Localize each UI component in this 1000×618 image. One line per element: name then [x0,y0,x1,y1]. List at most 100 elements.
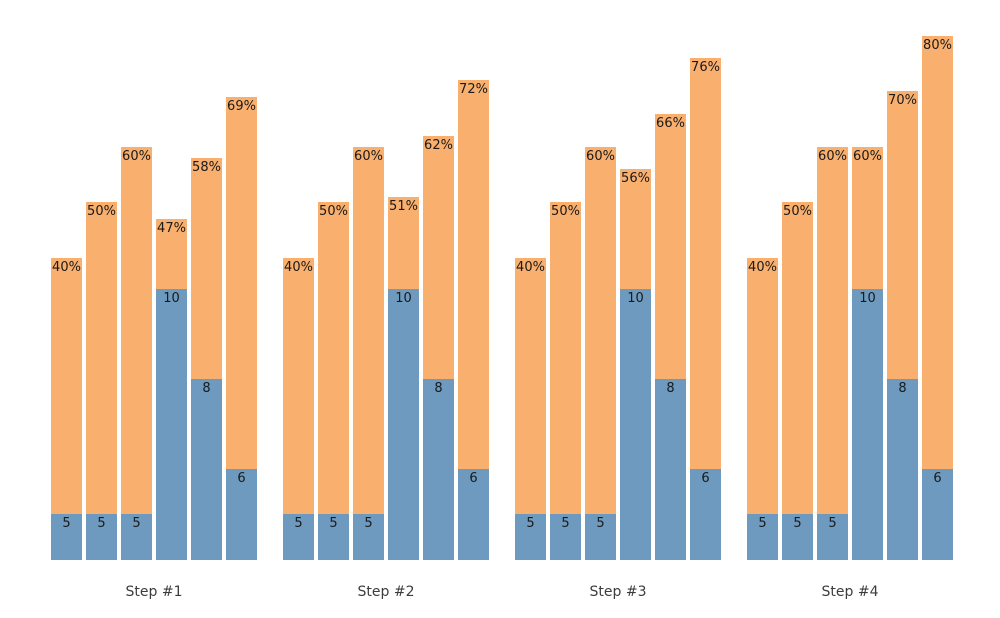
step-label: Step #3 [589,584,647,600]
bar-bottom-segment: 6 [690,469,721,560]
stacked-bar: 69% 6 [226,97,257,560]
bar-bottom-segment: 8 [423,379,454,560]
bar-bottom-segment: 6 [226,469,257,560]
bar-bottom-segment: 5 [318,514,349,560]
bar-bottom-segment: 10 [156,289,187,560]
bar-value-label: 5 [132,516,141,531]
bar-bottom-segment: 6 [922,469,953,560]
stacked-bar: 40% 5 [51,258,82,560]
bar-percent-label: 60% [853,149,882,164]
bar-percent-label: 70% [888,93,917,108]
bar-value-label: 5 [828,516,837,531]
stacked-bar: 56% 10 [620,169,651,560]
bar-percent-label: 50% [319,204,348,219]
bar-bottom-segment: 8 [191,379,222,560]
stacked-bar: 58% 8 [191,158,222,560]
stacked-bar: 72% 6 [458,80,489,560]
bar-percent-label: 66% [656,116,685,131]
bar-value-label: 6 [701,471,710,486]
stacked-bar: 66% 8 [655,114,686,560]
stacked-bar: 51% 10 [388,197,419,560]
bar-percent-label: 62% [424,138,453,153]
bar-value-label: 5 [793,516,802,531]
bar-percent-label: 60% [818,149,847,164]
bar-bottom-segment: 5 [585,514,616,560]
bar-bottom-segment: 5 [747,514,778,560]
bar-percent-label: 76% [691,60,720,75]
bar-bottom-segment: 10 [620,289,651,560]
bar-bottom-segment: 5 [817,514,848,560]
stacked-bar: 60% 5 [353,147,384,560]
stacked-bar: 40% 5 [283,258,314,560]
stacked-bar: 50% 5 [318,202,349,560]
bar-percent-label: 47% [157,221,186,236]
bar-percent-label: 60% [586,149,615,164]
bar-bottom-segment: 6 [458,469,489,560]
bar-value-label: 5 [97,516,106,531]
stacked-bar: 62% 8 [423,136,454,560]
bar-value-label: 5 [526,516,535,531]
bar-value-label: 8 [666,381,675,396]
bar-percent-label: 50% [551,204,580,219]
bar-value-label: 5 [62,516,71,531]
stacked-bar: 80% 6 [922,36,953,560]
bar-value-label: 5 [561,516,570,531]
bar-value-label: 6 [237,471,246,486]
bar-percent-label: 40% [284,260,313,275]
bar-percent-label: 40% [516,260,545,275]
bar-value-label: 5 [294,516,303,531]
bar-bottom-segment: 5 [86,514,117,560]
bar-percent-label: 58% [192,160,221,175]
bar-bottom-segment: 5 [51,514,82,560]
bar-value-label: 5 [364,516,373,531]
bar-percent-label: 51% [389,199,418,214]
bar-bottom-segment: 10 [388,289,419,560]
bar-percent-label: 69% [227,99,256,114]
bar-percent-label: 50% [87,204,116,219]
step-label: Step #2 [357,584,415,600]
stacked-bar: 60% 5 [121,147,152,560]
bar-bottom-segment: 5 [353,514,384,560]
stacked-bar: 50% 5 [550,202,581,560]
bar-value-label: 6 [933,471,942,486]
bar-bottom-segment: 10 [852,289,883,560]
step-label: Step #4 [821,584,879,600]
bar-percent-label: 60% [122,149,151,164]
bar-bottom-segment: 5 [121,514,152,560]
bar-bottom-segment: 5 [782,514,813,560]
bar-bottom-segment: 5 [515,514,546,560]
stacked-bar: 76% 6 [690,58,721,560]
bar-value-label: 5 [329,516,338,531]
bar-percent-label: 50% [783,204,812,219]
bar-value-label: 8 [898,381,907,396]
bar-value-label: 10 [163,291,180,306]
stacked-bar: 40% 5 [515,258,546,560]
bar-percent-label: 72% [459,82,488,97]
stacked-bar: 60% 5 [585,147,616,560]
bar-bottom-segment: 8 [887,379,918,560]
stacked-bar: 47% 10 [156,219,187,560]
bar-percent-label: 56% [621,171,650,186]
bar-percent-label: 80% [923,38,952,53]
bar-value-label: 10 [627,291,644,306]
bar-value-label: 8 [434,381,443,396]
bar-value-label: 5 [596,516,605,531]
stacked-bar: 50% 5 [86,202,117,560]
stacked-bar: 50% 5 [782,202,813,560]
bar-value-label: 6 [469,471,478,486]
stacked-bar: 60% 10 [852,147,883,560]
bar-value-label: 10 [395,291,412,306]
bar-value-label: 5 [758,516,767,531]
bar-percent-label: 40% [52,260,81,275]
stacked-bar: 70% 8 [887,91,918,560]
bar-bottom-segment: 8 [655,379,686,560]
bar-value-label: 10 [859,291,876,306]
bar-bottom-segment: 5 [550,514,581,560]
bar-bottom-segment: 5 [283,514,314,560]
bar-value-label: 8 [202,381,211,396]
bar-percent-label: 60% [354,149,383,164]
stacked-bar: 40% 5 [747,258,778,560]
step-label: Step #1 [125,584,183,600]
stacked-bar: 60% 5 [817,147,848,560]
